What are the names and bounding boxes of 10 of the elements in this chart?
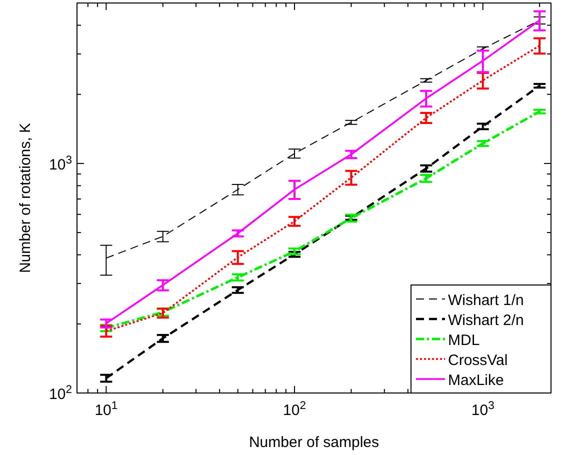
y-axis-title: Number of rotations, K xyxy=(17,122,34,274)
legend-label: CrossVal xyxy=(448,352,508,369)
legend-label: MDL xyxy=(448,332,480,349)
x-tick-label: 10$^{3}$ xyxy=(471,400,494,419)
x-axis-title: Number of samples xyxy=(248,434,380,451)
x-tick-label: 10$^{1}$ xyxy=(94,400,118,419)
legend-label: Wishart 2/n xyxy=(448,312,524,329)
legend-label: Wishart 1/n xyxy=(448,292,524,309)
legend-label: MaxLike xyxy=(448,372,504,389)
x-tick-label: 10$^{2}$ xyxy=(283,400,306,419)
